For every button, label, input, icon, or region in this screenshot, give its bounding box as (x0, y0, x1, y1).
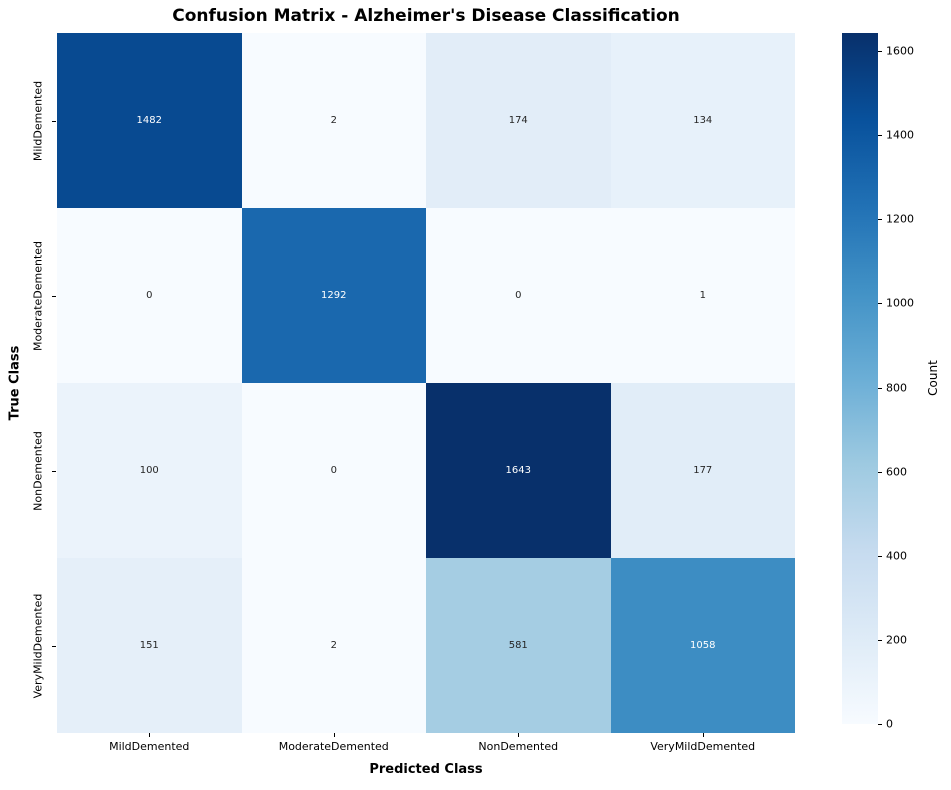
heatmap-cell: 1482 (57, 33, 242, 208)
heatmap-cell: 1058 (610, 558, 795, 733)
colorbar-gradient (842, 33, 878, 724)
x-tick-label: MildDemented (109, 740, 190, 753)
colorbar-tick-label: 0 (886, 717, 893, 731)
heatmap-cell: 0 (57, 208, 242, 383)
heatmap-cell: 581 (426, 558, 611, 733)
tick-mark (702, 733, 704, 737)
colorbar-tick-mark (878, 219, 882, 221)
y-tick-label: NonDemented (31, 430, 45, 511)
heatmap-grid: 1482 2 174 134 0 1292 0 1 100 0 1643 177 151 2 581 1058 (57, 33, 795, 733)
colorbar-tick-mark (878, 639, 882, 641)
y-axis-title: True Class (7, 345, 23, 421)
heatmap-cell: 1 (610, 208, 795, 383)
heatmap-cell: 100 (57, 383, 242, 558)
x-tick-label: VeryMildDemented (650, 740, 756, 753)
colorbar-tick-label: 1000 (886, 296, 914, 310)
tick-mark (333, 733, 335, 737)
tick-mark (518, 733, 520, 737)
heatmap-cell: 1643 (426, 383, 611, 558)
colorbar-tick-mark (878, 471, 882, 473)
colorbar-tick-label: 1600 (886, 44, 914, 58)
colorbar-label: Count (926, 360, 940, 396)
x-tick-label: NonDemented (478, 740, 559, 753)
y-tick-label: ModerateDemented (31, 240, 45, 351)
colorbar-tick-mark (878, 555, 882, 557)
tick-mark (52, 120, 56, 122)
colorbar-tick-mark (878, 303, 882, 305)
x-tick-label: ModerateDemented (278, 740, 389, 753)
y-tick-label: VeryMildDemented (31, 593, 45, 698)
heatmap-cell: 0 (426, 208, 611, 383)
colorbar-tick-label: 600 (886, 465, 907, 479)
heatmap-cell: 174 (426, 33, 611, 208)
heatmap-cell: 177 (610, 383, 795, 558)
tick-mark (52, 645, 56, 647)
tick-mark (149, 733, 151, 737)
colorbar-tick-label: 1200 (886, 212, 914, 226)
heatmap-cell: 0 (241, 383, 426, 558)
heatmap-cell: 151 (57, 558, 242, 733)
heatmap-cell: 2 (241, 558, 426, 733)
x-axis-title: Predicted Class (369, 762, 483, 777)
colorbar-tick-mark (878, 135, 882, 137)
colorbar-tick-label: 400 (886, 549, 907, 563)
tick-mark (52, 295, 56, 297)
tick-mark (52, 470, 56, 472)
colorbar-tick-mark (878, 51, 882, 53)
chart-title: Confusion Matrix - Alzheimer's Disease C… (172, 6, 680, 26)
heatmap-cell: 134 (610, 33, 795, 208)
heatmap-cell: 2 (241, 33, 426, 208)
colorbar-tick-label: 1400 (886, 128, 914, 142)
colorbar-tick-label: 800 (886, 381, 907, 395)
y-tick-label: MildDemented (31, 80, 45, 161)
colorbar-tick-label: 200 (886, 633, 907, 647)
heatmap-cell: 1292 (241, 208, 426, 383)
colorbar-tick-mark (878, 724, 882, 725)
colorbar-tick-mark (878, 387, 882, 389)
